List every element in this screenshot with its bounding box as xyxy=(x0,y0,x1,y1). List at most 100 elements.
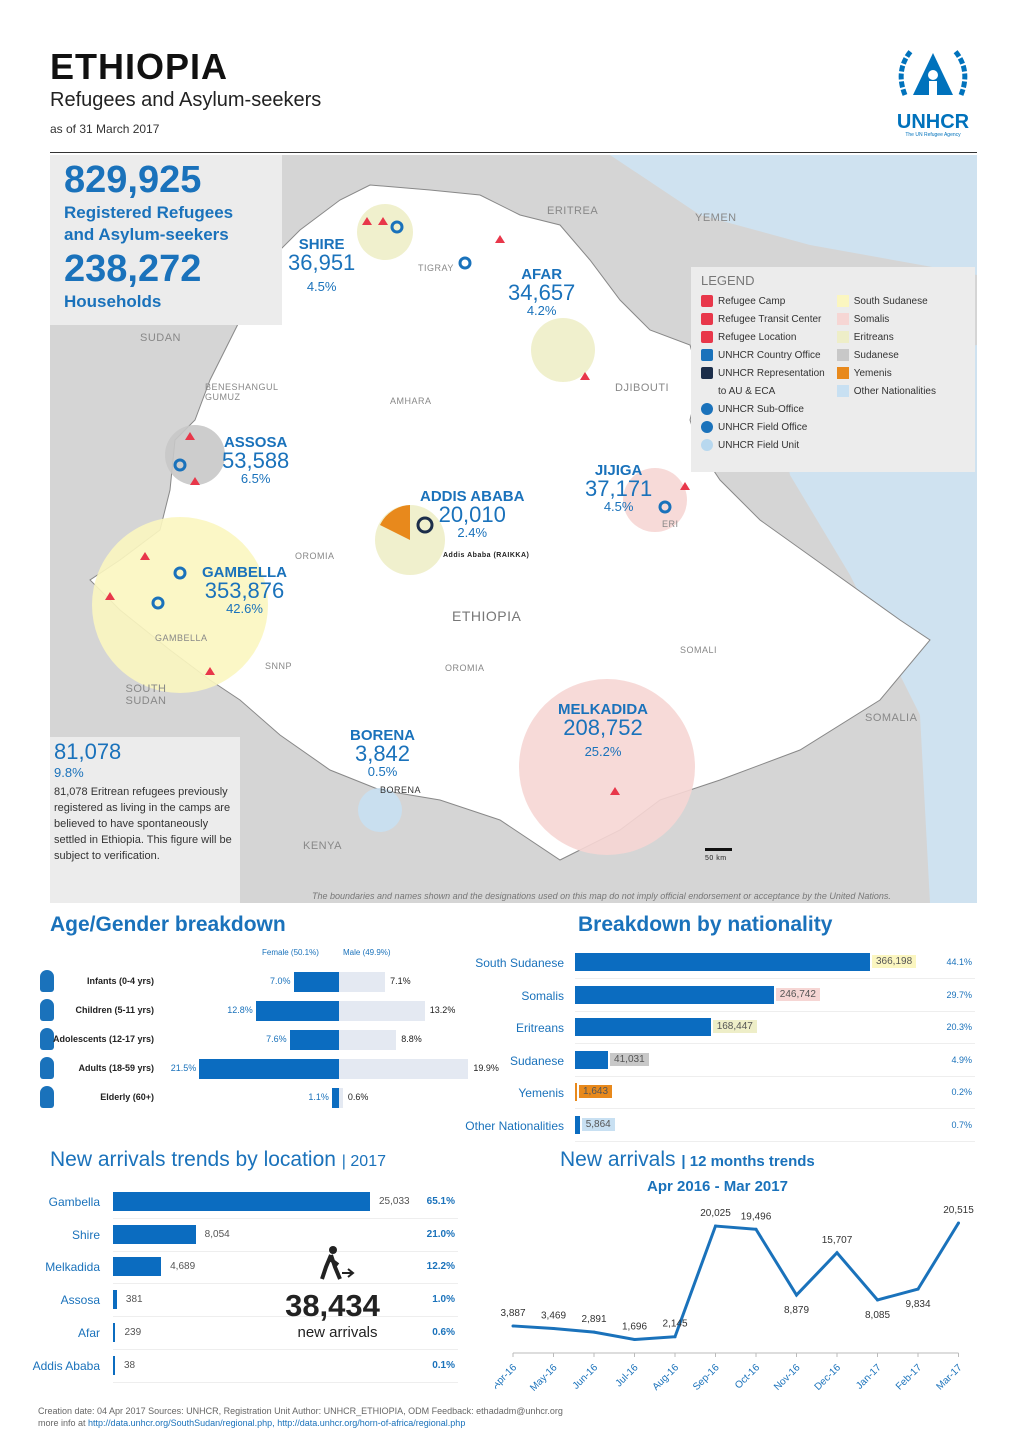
loc-addis-ababa[interactable]: ADDIS ABABA 20,010 2.4% xyxy=(420,488,525,540)
legend-item: UNHCR Sub-Office xyxy=(701,400,825,418)
arrivals-location-title: New arrivals trends by location | 2017 xyxy=(50,1148,386,1171)
male-bar xyxy=(339,1030,397,1050)
divider xyxy=(113,1381,458,1383)
scale-label: 50 km xyxy=(705,855,727,862)
nationality-value: 1,643 xyxy=(579,1085,613,1098)
child-icon xyxy=(40,999,54,1021)
map-legend: LEGEND Refugee Camp Refugee Transit Cente… xyxy=(691,267,975,472)
x-tick-label: Jul-16 xyxy=(614,1362,641,1389)
location-label: Gambella xyxy=(48,1195,100,1209)
legend-label: Yemenis xyxy=(853,367,892,379)
location-pct: 0.1% xyxy=(432,1359,455,1371)
loc-afar[interactable]: AFAR 34,657 4.2% xyxy=(508,266,576,318)
female-bar xyxy=(293,972,339,992)
divider xyxy=(575,1043,975,1044)
label-somalia: SOMALIA xyxy=(865,712,918,724)
x-tick-label: Jan-17 xyxy=(854,1362,884,1392)
legend-label: UNHCR Sub-Office xyxy=(718,403,804,415)
location-bar xyxy=(113,1192,370,1211)
divider xyxy=(113,1218,458,1219)
female-bar xyxy=(255,1001,339,1021)
loc-borena[interactable]: BORENA 3,842 0.5% xyxy=(350,727,416,779)
footer-more: more info at xyxy=(38,1418,86,1428)
location-bar xyxy=(113,1290,117,1310)
x-tick-label: Apr-16 xyxy=(495,1362,519,1391)
nationality-pct: 0.2% xyxy=(951,1087,972,1097)
location-pin-icon xyxy=(701,331,713,343)
loc-melkadida[interactable]: MELKADIDA 208,752 25.2% xyxy=(558,701,648,759)
legend-item: UNHCR Country Office xyxy=(701,346,825,364)
households-label: Households xyxy=(64,292,162,311)
footer-link-horn-of-africa[interactable]: http://data.unhcr.org/horn-of-africa/reg… xyxy=(277,1418,466,1428)
legend-label: UNHCR Representation xyxy=(718,367,825,379)
location-bar xyxy=(113,1257,162,1277)
unhcr-logo: UNHCR The UN Refugee Agency xyxy=(888,45,978,138)
camp-markers xyxy=(105,217,690,795)
date-label: as of 31 March 2017 xyxy=(50,122,160,136)
adolescent-icon xyxy=(40,1028,54,1050)
location-value: 38 xyxy=(124,1359,136,1371)
field-office-icon xyxy=(701,421,713,433)
loc-assosa[interactable]: ASSOSA 53,588 6.5% xyxy=(222,434,290,486)
divider xyxy=(575,1010,975,1012)
data-label: 20,025 xyxy=(700,1208,731,1219)
legend-label: Eritreans xyxy=(853,331,894,343)
logo-text: UNHCR xyxy=(896,111,970,133)
field-unit-icon xyxy=(701,439,713,451)
legend-nationality-item: South Sudanese xyxy=(836,292,936,310)
nationality-title: Breakdown by nationality xyxy=(578,913,833,936)
nationality-pct: 4.9% xyxy=(951,1054,972,1065)
nationality-value: 5,864 xyxy=(581,1117,615,1131)
female-bar xyxy=(199,1059,339,1079)
location-pct: 1.0% xyxy=(432,1294,455,1306)
loc-gambella[interactable]: GAMBELLA 353,876 42.6% xyxy=(202,564,287,616)
divider xyxy=(113,1250,458,1252)
male-pct: 13.2% xyxy=(429,1005,456,1015)
legend-label: UNHCR Field Unit xyxy=(718,439,800,451)
footer-credits: Creation date: 04 Apr 2017 Sources: UNHC… xyxy=(38,1406,563,1416)
loc-shire[interactable]: SHIRE 36,951 4.5% xyxy=(288,236,356,294)
female-pct: 1.1% xyxy=(308,1092,329,1102)
nationality-value: 41,031 xyxy=(610,1052,649,1066)
label-kenya: KENYA xyxy=(303,840,342,852)
unhcr-emblem-icon xyxy=(898,49,968,96)
male-pct: 8.8% xyxy=(401,1034,422,1044)
data-label: 3,469 xyxy=(541,1311,566,1322)
age-label: Elderly (60+) xyxy=(100,1092,154,1102)
female-pct: 21.5% xyxy=(170,1063,197,1073)
legend-nationality-item: Somalis xyxy=(836,310,936,328)
loc-jijiga[interactable]: JIJIGA 37,171 4.5% xyxy=(585,462,653,514)
footer-link-south-sudan[interactable]: http://data.unhcr.org/SouthSudan/regiona… xyxy=(88,1418,275,1428)
data-label: 1,696 xyxy=(622,1322,647,1333)
location-label: Addis Ababa xyxy=(32,1358,100,1373)
legend-nationality-item: Sudanese xyxy=(836,346,936,364)
map-disclaimer: The boundaries and names shown and the d… xyxy=(312,891,891,901)
male-pct: 0.6% xyxy=(347,1092,369,1102)
legend-nationality-item: Eritreans xyxy=(836,328,936,346)
label-sudan: SUDAN xyxy=(140,332,182,344)
legend-item: to AU & ECA xyxy=(701,382,825,400)
x-tick-label: Jun-16 xyxy=(571,1362,601,1392)
footer: Creation date: 04 Apr 2017 Sources: UNHC… xyxy=(38,1405,563,1429)
trend-subtitle: Apr 2016 - Mar 2017 xyxy=(647,1178,788,1195)
legend-label: Other Nationalities xyxy=(853,385,936,397)
male-bar xyxy=(339,972,386,992)
label-oromia: OROMIA xyxy=(295,551,335,561)
nationality-pct: 0.7% xyxy=(951,1119,972,1130)
data-point xyxy=(592,1330,596,1334)
location-pct: 0.6% xyxy=(432,1326,455,1338)
label-tigray: TIGRAY xyxy=(418,263,454,273)
x-tick-label: Sep-16 xyxy=(691,1362,722,1393)
color-swatch xyxy=(836,313,849,325)
x-tick-label: Mar-17 xyxy=(934,1362,964,1392)
jijiga-circle xyxy=(623,468,687,532)
refugee-total: 829,925 xyxy=(64,159,202,201)
nationality-bar xyxy=(575,1115,580,1134)
legend-item: UNHCR Representation xyxy=(701,364,825,382)
nationality-bar xyxy=(575,1083,577,1101)
label-amhara: AMHARA xyxy=(390,396,432,406)
male-bar xyxy=(339,1059,469,1079)
map[interactable]: ERITREA YEMEN SUDAN DJIBOUTI SOUTH SUDAN… xyxy=(50,155,977,903)
trend-line xyxy=(512,1222,960,1342)
legend-label: Somalis xyxy=(853,313,890,325)
